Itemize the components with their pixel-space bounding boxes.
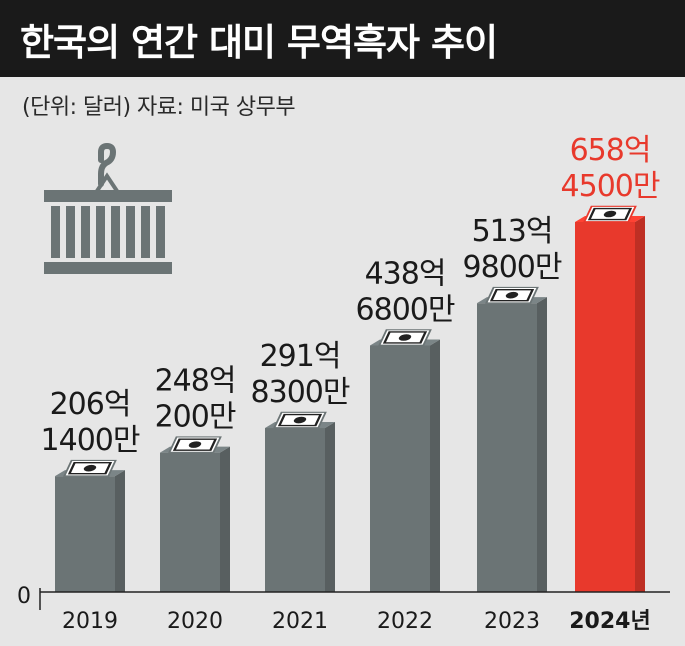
data-label-line2: 1400만 (41, 423, 140, 458)
money-bill-icon (63, 459, 117, 477)
data-label-line1: 513억 (472, 214, 553, 249)
data-label-line1: 206억 (50, 387, 131, 422)
x-tick-label: 2023 (484, 609, 540, 634)
container-crane-icon (44, 142, 172, 274)
x-tick-label: 2024년 (569, 609, 650, 634)
data-label-line2: 4500만 (561, 169, 660, 204)
bars-group (55, 205, 645, 592)
x-tick-label: 2019 (62, 609, 118, 634)
data-label-line2: 200만 (155, 400, 236, 435)
money-bill-icon (378, 329, 432, 346)
bar-2023 (477, 286, 547, 592)
data-label-line1: 658억 (570, 133, 651, 168)
bar-2019 (55, 459, 125, 592)
bar-2021 (265, 411, 335, 592)
y-tick-label: 0 (17, 584, 31, 609)
data-label-line1: 248억 (155, 364, 236, 399)
x-tick-label: 2022 (377, 609, 433, 634)
money-bill-icon (485, 286, 539, 304)
chart-subtitle: (단위: 달러) 자료: 미국 상무부 (22, 95, 296, 120)
data-label-line1: 438억 (365, 256, 446, 291)
axis-group: 2019 2020 2021 2022 2023 2024년 0 (17, 584, 670, 634)
chart-title: 한국의 연간 대미 무역흑자 추이 (20, 21, 498, 64)
money-bill-icon (273, 411, 327, 429)
bar-2022 (370, 329, 440, 592)
x-tick-label: 2021 (272, 609, 328, 634)
bar-2024년 (575, 205, 645, 592)
bar-2020 (160, 436, 230, 592)
data-label-line2: 6800만 (356, 292, 455, 327)
data-label-line2: 8300만 (251, 375, 350, 410)
money-bill-icon (583, 205, 637, 223)
title-bar: 한국의 연간 대미 무역흑자 추이 (0, 0, 685, 77)
money-bill-icon (168, 436, 222, 453)
data-label-line1: 291억 (260, 339, 341, 374)
data-label-line2: 9800만 (463, 250, 562, 285)
x-tick-label: 2020 (167, 609, 223, 634)
